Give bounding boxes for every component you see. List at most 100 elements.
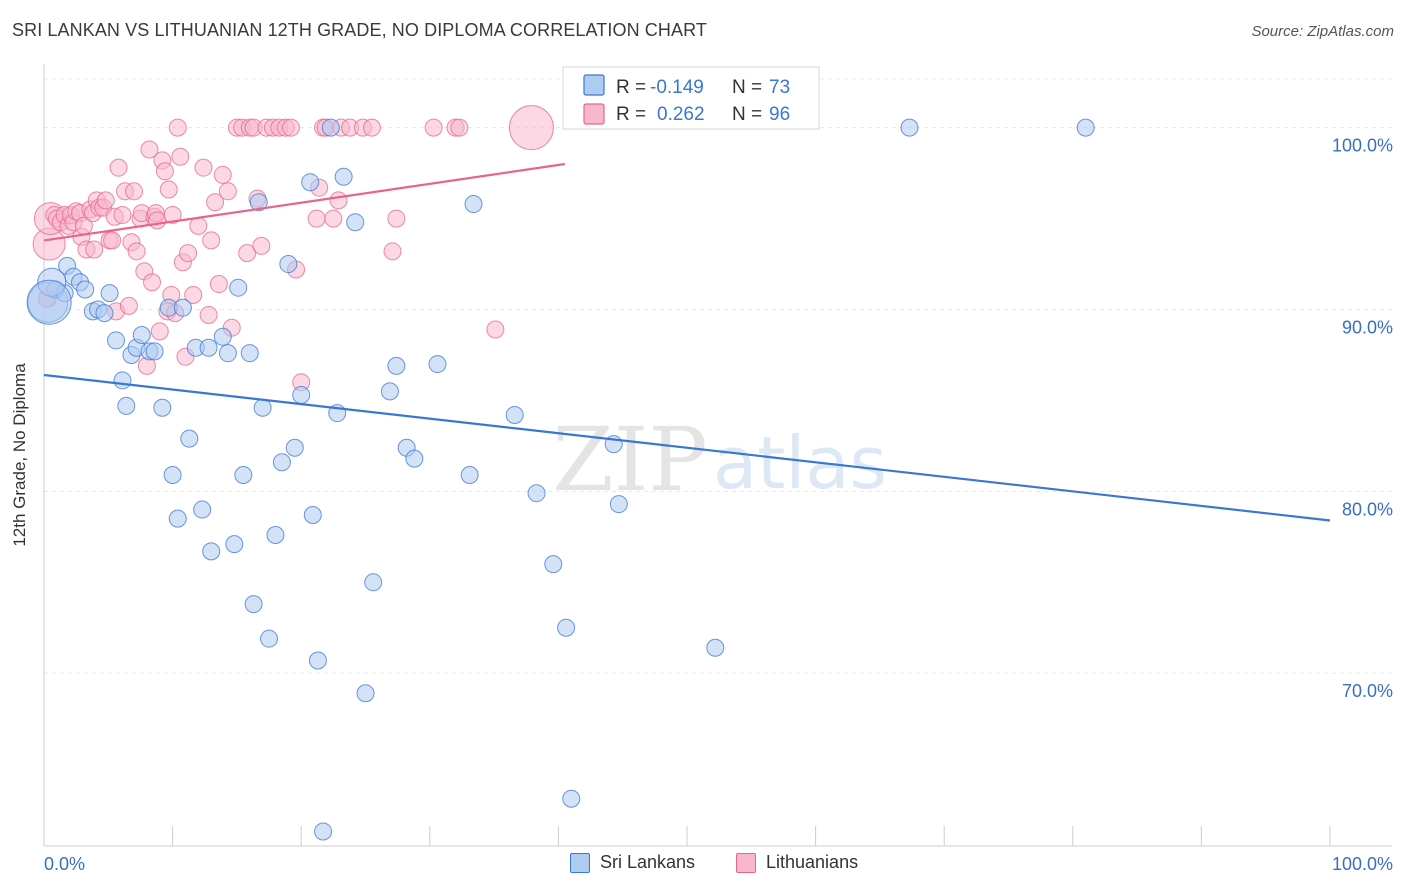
data-point <box>229 278 248 297</box>
data-point <box>184 285 203 304</box>
watermark-atlas: atlas <box>713 421 887 505</box>
data-point <box>285 438 304 457</box>
data-point <box>303 506 322 525</box>
data-point <box>209 275 228 294</box>
legend-swatch-blue <box>583 74 605 96</box>
legend-box: R = -0.149 N = 73 R = 0.262 N = 96 <box>562 66 820 130</box>
data-point <box>307 209 326 228</box>
data-point <box>140 140 159 159</box>
data-point <box>206 193 225 212</box>
data-point <box>527 484 546 503</box>
trend-line <box>43 373 1331 522</box>
data-point <box>95 304 114 323</box>
trend-lines <box>43 162 1331 522</box>
data-point <box>103 231 122 250</box>
data-point <box>260 629 279 648</box>
data-point <box>279 255 298 274</box>
data-point <box>380 382 399 401</box>
legend-n-label: N = <box>732 77 762 98</box>
data-point <box>213 327 232 346</box>
data-point <box>213 165 232 184</box>
data-point <box>180 429 199 448</box>
data-point <box>244 595 263 614</box>
data-point <box>163 466 182 485</box>
data-point <box>148 211 167 230</box>
data-point <box>253 398 272 417</box>
data-point <box>424 118 443 137</box>
data-point <box>252 236 271 255</box>
legend-n-label: N = <box>732 104 762 125</box>
y-tick-label: 100.0% <box>1332 136 1393 156</box>
legend-item-sri-lankans: Sri Lankans <box>570 852 695 873</box>
data-point <box>171 147 190 166</box>
legend-r-label: R = <box>616 104 646 125</box>
data-point <box>609 495 628 514</box>
data-point <box>163 205 182 224</box>
data-point <box>109 158 128 177</box>
data-point <box>218 344 237 363</box>
data-point <box>127 242 146 261</box>
legend-n-value-blue: 73 <box>769 77 790 98</box>
trend-line <box>43 162 565 242</box>
data-point <box>324 209 343 228</box>
data-point <box>321 118 340 137</box>
data-point <box>486 320 505 339</box>
data-point <box>113 371 132 390</box>
data-point <box>189 216 208 235</box>
data-point <box>364 573 383 592</box>
data-point <box>202 542 221 561</box>
legend-swatch-sri-lankans <box>570 852 590 873</box>
data-point <box>173 298 192 317</box>
data-point <box>266 526 285 545</box>
data-point <box>301 173 320 192</box>
data-point <box>505 405 524 424</box>
data-point <box>225 535 244 554</box>
data-point <box>238 244 257 263</box>
watermark: ZIP atlas <box>552 408 887 511</box>
legend-r-value-pink: 0.262 <box>657 104 705 125</box>
data-point <box>193 500 212 519</box>
data-point <box>405 449 424 468</box>
data-point <box>168 118 187 137</box>
data-point <box>194 158 213 177</box>
legend-swatch-pink <box>583 103 605 125</box>
data-point <box>85 240 104 259</box>
y-tick-label: 90.0% <box>1342 318 1393 338</box>
data-point <box>383 242 402 261</box>
data-point <box>900 118 919 137</box>
data-point <box>387 209 406 228</box>
data-point <box>143 273 162 292</box>
data-point <box>145 342 164 361</box>
data-point <box>292 385 311 404</box>
x-tick-label: 0.0% <box>44 854 85 874</box>
y-tick-label: 70.0% <box>1342 681 1393 701</box>
data-point <box>1076 118 1095 137</box>
legend-n-value-pink: 96 <box>769 104 790 125</box>
sri-lankans-points <box>26 118 1095 841</box>
axes <box>43 64 1392 847</box>
data-point <box>234 466 253 485</box>
legend-r-value-blue: -0.149 <box>650 77 704 98</box>
data-point <box>508 105 554 151</box>
source-label: Source: ZipAtlas.com <box>1251 23 1394 40</box>
data-point <box>113 205 132 224</box>
chart-title: SRI LANKAN VS LITHUANIAN 12TH GRADE, NO … <box>12 20 707 40</box>
data-point <box>464 195 483 214</box>
data-point <box>329 191 348 210</box>
data-point <box>119 296 138 315</box>
data-point <box>460 466 479 485</box>
data-point <box>153 398 172 417</box>
data-point <box>356 684 375 703</box>
legend-item-lithuanians: Lithuanians <box>736 852 858 873</box>
legend-label-lithuanians: Lithuanians <box>766 852 859 872</box>
data-point <box>308 651 327 670</box>
legend-r-label: R = <box>616 77 646 98</box>
x-tick-label: 100.0% <box>1332 854 1393 874</box>
data-point <box>544 555 563 574</box>
bottom-legend: Sri Lankans Lithuanians <box>0 852 1406 878</box>
data-point <box>249 193 268 212</box>
data-point <box>125 182 144 201</box>
legend-label-sri-lankans: Sri Lankans <box>600 852 696 872</box>
y-tick-label: 80.0% <box>1342 499 1393 519</box>
